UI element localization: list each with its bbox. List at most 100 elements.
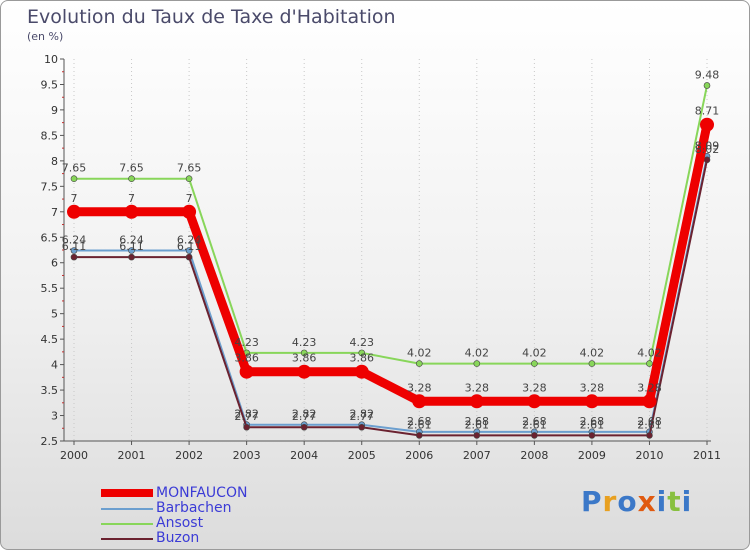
y-tick-label: 10 bbox=[44, 53, 58, 66]
data-point bbox=[185, 253, 193, 261]
y-tick-label: 7.5 bbox=[41, 180, 59, 193]
x-tick-label: 2007 bbox=[463, 449, 491, 462]
y-tick-label: 2.5 bbox=[41, 435, 59, 448]
chart-unit: (en %) bbox=[27, 30, 64, 43]
data-label: 2.61 bbox=[580, 418, 605, 431]
x-tick-label: 2001 bbox=[118, 449, 146, 462]
logo-letter: o bbox=[617, 485, 638, 518]
series-line-barbachen bbox=[74, 156, 708, 433]
legend-swatch-ansost bbox=[101, 523, 153, 525]
data-label: 2.68 bbox=[465, 415, 490, 428]
data-label: 4.02 bbox=[522, 347, 547, 360]
x-tick-label: 2003 bbox=[233, 449, 261, 462]
y-tick-label: 8 bbox=[51, 155, 58, 168]
data-point bbox=[243, 423, 250, 431]
x-tick-label: 2004 bbox=[290, 449, 318, 462]
logo-letter: i bbox=[681, 485, 693, 518]
data-label: 4.23 bbox=[349, 336, 374, 349]
data-point bbox=[531, 432, 538, 439]
data-label: 2.82 bbox=[292, 408, 317, 421]
data-label: 3.28 bbox=[522, 381, 547, 394]
legend-label-barbachen: Barbachen bbox=[156, 500, 232, 516]
data-label: 6.24 bbox=[119, 234, 144, 247]
data-point bbox=[354, 364, 369, 379]
data-label: 6.11 bbox=[62, 240, 87, 253]
data-label: 8.71 bbox=[695, 105, 720, 118]
y-tick-label: 6.5 bbox=[41, 231, 59, 244]
data-label: 2.61 bbox=[637, 418, 662, 431]
data-point bbox=[415, 360, 423, 367]
data-label: 3.28 bbox=[580, 381, 605, 394]
series-line-buzon bbox=[74, 159, 708, 437]
data-label: 6.24 bbox=[177, 234, 202, 247]
data-label: 2.77 bbox=[234, 410, 259, 423]
chart-title: Evolution du Taux de Taxe d'Habitation bbox=[27, 6, 396, 28]
y-tick-label: 3.5 bbox=[41, 384, 59, 397]
data-point bbox=[700, 117, 714, 132]
y-tick-label: 8.5 bbox=[41, 129, 59, 142]
data-point bbox=[473, 432, 481, 439]
data-point bbox=[588, 432, 596, 439]
y-tick-label: 9.5 bbox=[41, 78, 59, 91]
data-point bbox=[67, 204, 81, 219]
data-label: 7.65 bbox=[119, 162, 144, 175]
data-label: 2.68 bbox=[407, 415, 432, 428]
data-label: 2.68 bbox=[522, 415, 547, 428]
data-point bbox=[239, 364, 254, 379]
data-label: 3.28 bbox=[637, 381, 662, 394]
data-label: 9.48 bbox=[695, 68, 720, 81]
y-tick-label: 6 bbox=[51, 257, 58, 270]
logo-letter: i bbox=[656, 485, 668, 518]
data-point bbox=[358, 423, 366, 431]
data-point bbox=[415, 432, 423, 439]
data-label: 2.77 bbox=[349, 410, 374, 423]
data-label: 4.02 bbox=[407, 347, 432, 360]
data-label: 4.02 bbox=[465, 347, 490, 360]
data-label: 2.61 bbox=[522, 418, 547, 431]
data-label: 7 bbox=[71, 192, 78, 205]
data-label: 4.23 bbox=[292, 336, 317, 349]
y-tick-label: 4.5 bbox=[41, 333, 59, 346]
data-point bbox=[588, 360, 596, 367]
data-label: 2.68 bbox=[637, 415, 662, 428]
data-label: 7 bbox=[186, 192, 193, 205]
logo-letter: P bbox=[581, 485, 603, 518]
data-label: 6.24 bbox=[62, 234, 87, 247]
data-label: 8.02 bbox=[695, 143, 720, 156]
y-tick-label: 5 bbox=[51, 308, 58, 321]
data-point bbox=[469, 394, 484, 409]
data-label: 2.82 bbox=[234, 408, 259, 421]
data-point bbox=[182, 204, 197, 219]
data-point bbox=[531, 360, 538, 367]
data-point bbox=[358, 349, 366, 357]
data-point bbox=[703, 82, 711, 89]
y-tick-label: 4 bbox=[51, 359, 58, 372]
y-tick-label: 5.5 bbox=[41, 282, 59, 295]
x-tick-label: 2002 bbox=[175, 449, 203, 462]
data-point bbox=[300, 423, 308, 431]
data-point bbox=[646, 432, 653, 439]
data-label: 2.61 bbox=[407, 418, 432, 431]
legend-swatch-barbachen bbox=[101, 508, 153, 510]
data-label: 7.65 bbox=[62, 162, 87, 175]
data-point bbox=[128, 253, 135, 261]
legend-swatch-monfaucon bbox=[101, 489, 153, 497]
x-tick-label: 2011 bbox=[693, 449, 721, 462]
data-point bbox=[128, 247, 135, 254]
data-label: 4.02 bbox=[637, 347, 662, 360]
series-line-ansost bbox=[74, 85, 708, 365]
legend-label-monfaucon: MONFAUCON bbox=[156, 485, 248, 501]
data-label: 2.82 bbox=[349, 408, 374, 421]
data-point bbox=[297, 364, 312, 379]
data-point bbox=[185, 247, 193, 254]
x-tick-label: 2005 bbox=[348, 449, 376, 462]
data-label: 3.28 bbox=[465, 381, 490, 394]
legend-label-ansost: Ansost bbox=[156, 515, 204, 531]
data-label: 7 bbox=[128, 192, 135, 205]
data-point bbox=[646, 360, 653, 367]
y-tick-label: 3 bbox=[51, 410, 58, 423]
legend-label-buzon: Buzon bbox=[156, 530, 200, 546]
data-label: 3.86 bbox=[292, 352, 317, 365]
